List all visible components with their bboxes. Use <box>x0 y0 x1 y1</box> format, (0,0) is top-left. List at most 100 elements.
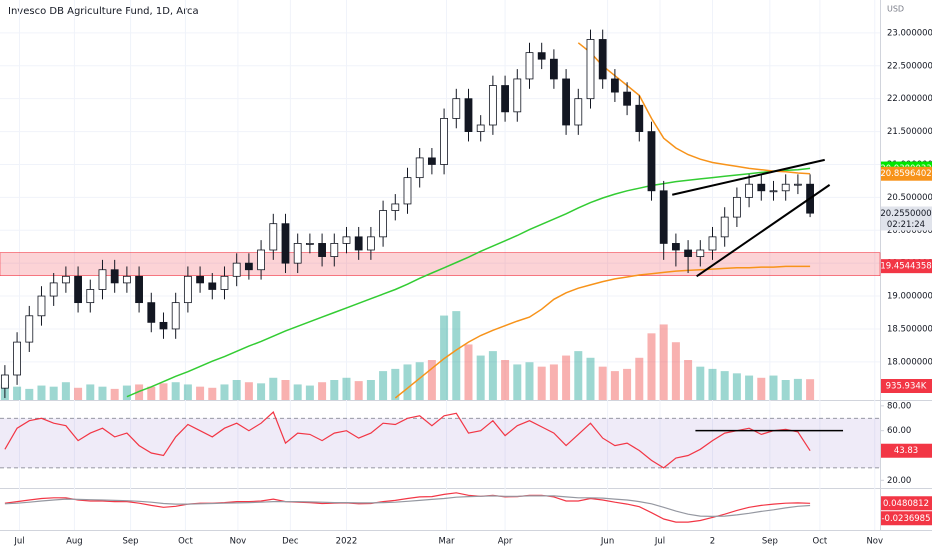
y-tick-label: 20.0000000 <box>887 226 932 236</box>
candle-body <box>501 85 509 113</box>
candle-body <box>281 223 290 264</box>
candle-body <box>208 282 217 290</box>
candle-body <box>635 104 644 132</box>
series-line <box>126 167 811 398</box>
volume-bar <box>769 375 778 400</box>
candle-body <box>793 183 802 186</box>
volume-bar <box>147 386 156 400</box>
candle-body <box>293 243 302 264</box>
volume-bar <box>342 377 351 400</box>
volume-bar <box>647 333 656 400</box>
price-label: 935.934K <box>886 382 927 392</box>
volume-bar <box>403 364 412 400</box>
volume-bar <box>732 373 741 400</box>
candle-body <box>135 275 143 304</box>
y-tick-label: 22.0000000 <box>887 94 932 104</box>
y-tick-label: 20.00 <box>887 476 911 486</box>
candle-body <box>562 78 570 126</box>
candle-body <box>537 52 546 60</box>
volume-bar <box>427 360 436 400</box>
volume-bar <box>354 381 363 400</box>
y-tick-label: 80.00 <box>887 401 911 411</box>
candle-body <box>122 275 131 284</box>
volume-bar <box>623 368 632 400</box>
volume-bar <box>464 344 473 400</box>
volume-bar <box>659 324 668 400</box>
candle-body <box>488 85 497 126</box>
volume-bar <box>122 385 131 400</box>
candle-body <box>610 78 619 93</box>
candle-body <box>37 295 46 317</box>
volume-bar <box>684 360 693 400</box>
candle-body <box>427 157 436 165</box>
price-label-box <box>881 166 932 181</box>
volume-bar <box>574 351 583 400</box>
candle-body <box>366 236 375 251</box>
candle-body <box>659 190 668 244</box>
price-label-box <box>881 443 932 458</box>
y-tick-label: 20.5000000 <box>887 193 932 203</box>
volume-bar <box>318 382 327 400</box>
candle-body <box>525 52 534 80</box>
y-tick-label: 18.0000000 <box>887 357 932 367</box>
candle-body <box>220 275 229 290</box>
volume-bar <box>257 383 266 400</box>
volume-bar <box>379 371 388 400</box>
candle-body <box>379 210 387 238</box>
volume-bar <box>86 384 95 400</box>
series-line <box>4 492 811 523</box>
x-tick-label: Apr <box>498 537 513 547</box>
volume-bar <box>232 380 241 400</box>
volume-bar <box>49 386 58 400</box>
candle-body <box>183 275 192 304</box>
candle-body <box>86 289 95 304</box>
x-tick-label: Jul <box>654 537 665 547</box>
candle-body <box>232 262 241 277</box>
x-tick-label: 2 <box>710 537 715 547</box>
candle-body <box>13 341 21 376</box>
volume-bar <box>781 380 790 400</box>
plot <box>0 0 884 530</box>
candle-body <box>49 282 58 297</box>
candle-body <box>171 302 180 330</box>
volume-bar <box>757 377 766 400</box>
volume-bar <box>171 382 180 400</box>
currency-label: USD <box>887 5 904 14</box>
candle-body <box>452 98 461 119</box>
x-tick-label: Jun <box>600 537 614 547</box>
x-tick-label: Nov <box>230 537 247 547</box>
volume-bar <box>220 384 229 400</box>
volume-bar <box>720 371 729 400</box>
candle-body <box>732 196 741 218</box>
volume-bar <box>513 364 522 400</box>
candle-body <box>696 249 705 257</box>
price-label-box <box>881 379 932 393</box>
candle-body <box>159 321 168 330</box>
volume-bar <box>330 380 339 400</box>
series-line <box>4 495 811 518</box>
y-tick-label: 22.5000000 <box>887 61 932 71</box>
volume-bar <box>501 360 510 400</box>
volume-bar <box>183 384 192 400</box>
series-line <box>394 265 811 399</box>
volume-bar <box>586 357 595 400</box>
price-label-box <box>881 259 932 274</box>
trendline <box>696 184 831 278</box>
volume-bar <box>98 386 107 400</box>
candle-body <box>598 39 607 80</box>
candle-body <box>708 236 717 251</box>
y-tick-label: 60.00 <box>887 426 911 436</box>
candle-body <box>720 216 729 238</box>
candle-body <box>769 190 778 193</box>
price-label-box <box>881 511 932 526</box>
support-zone <box>0 252 881 276</box>
candle-body <box>196 275 204 284</box>
x-tick-label: Jul <box>13 537 24 547</box>
volume-bar <box>37 385 46 400</box>
volume-bar <box>391 368 400 400</box>
candle-body <box>476 124 485 132</box>
candle-body <box>342 236 351 244</box>
volume-bar <box>366 380 375 400</box>
